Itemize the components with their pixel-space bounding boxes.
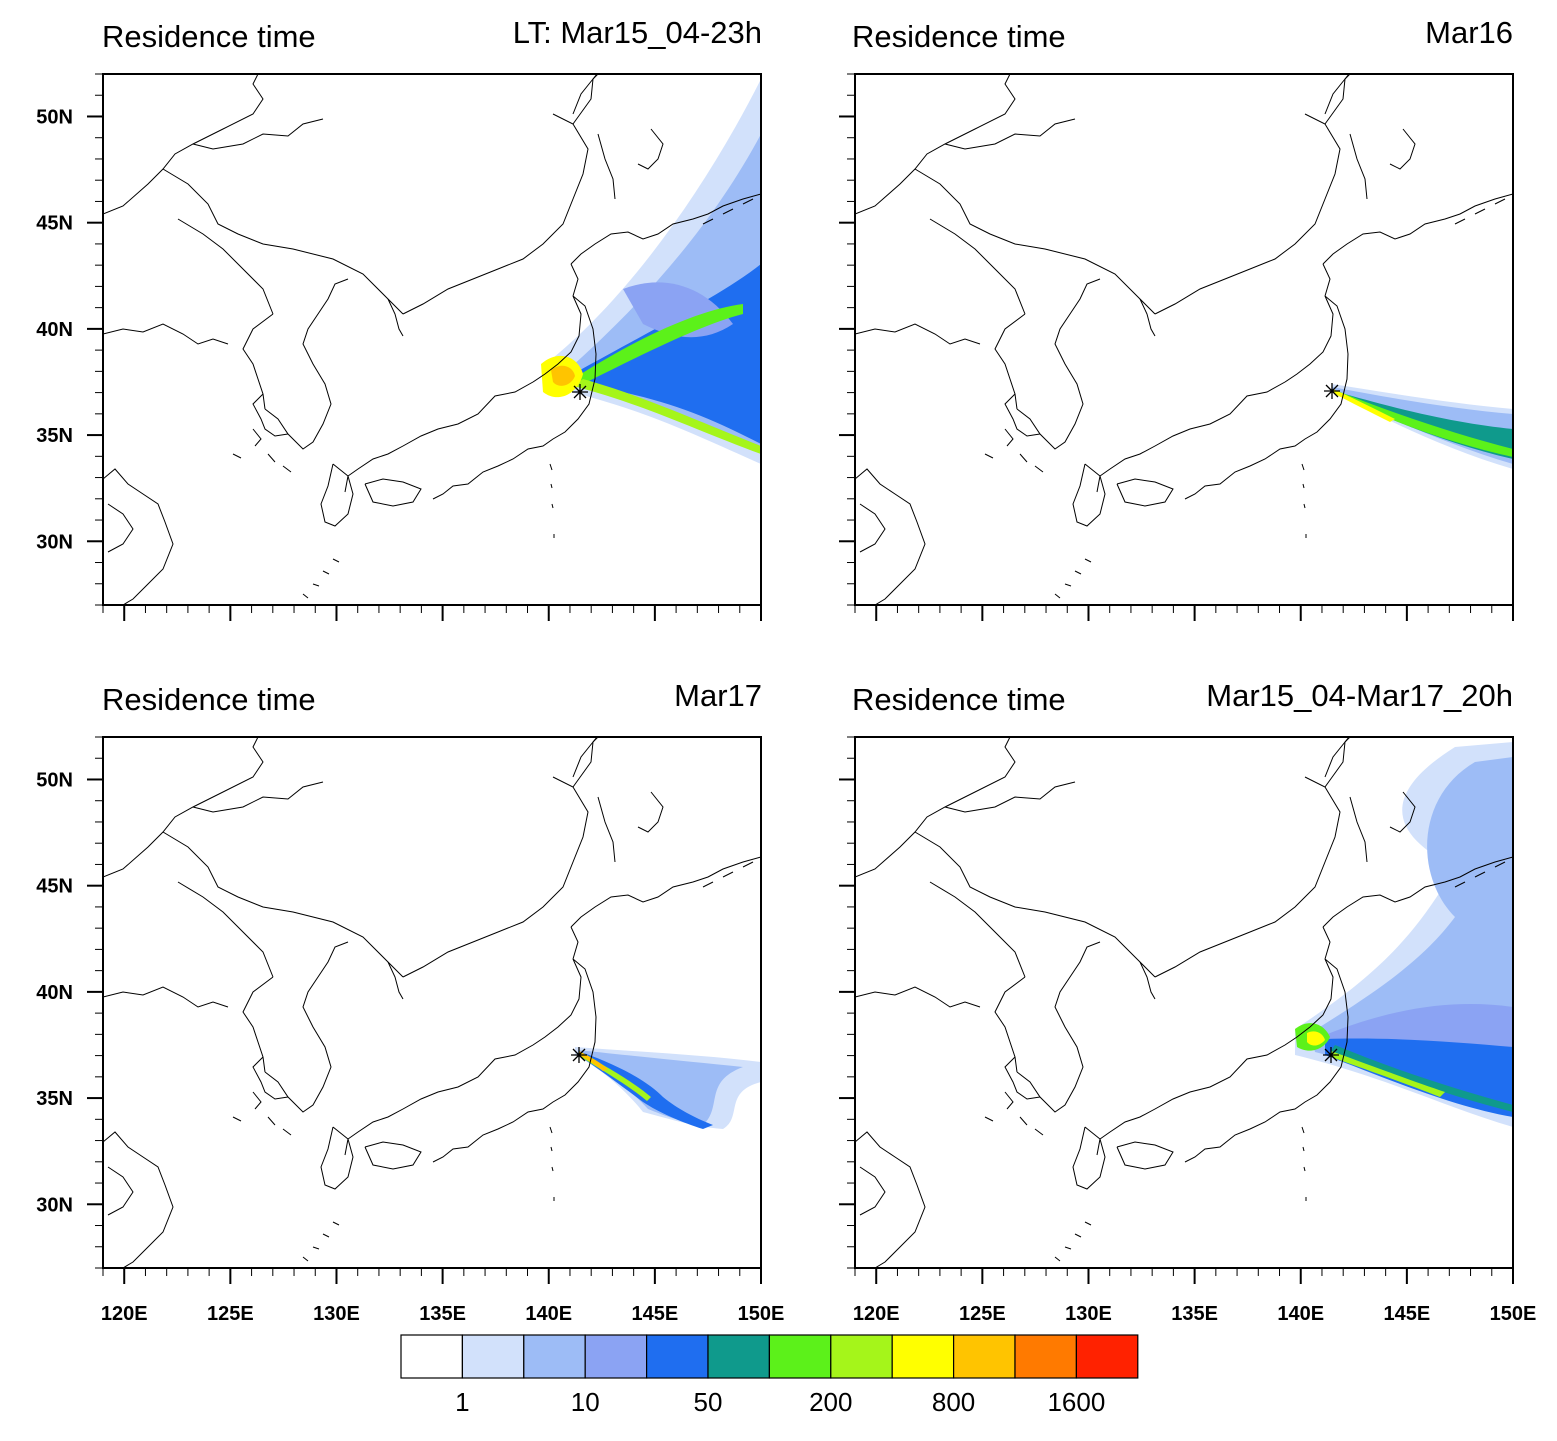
colorbar-swatch [461,1334,525,1379]
panel-c-frame [102,736,762,1269]
panel-d-title-left: Residence time [852,682,1066,717]
panel-a: Residence time LT: Mar15_04-23h [102,15,762,606]
panel-a-title-left: Residence time [102,19,316,54]
panel-a-lat-label: 30N [36,531,73,553]
panel-c-lon-label: 125E [207,1303,254,1325]
panel-c-title-left: Residence time [102,682,316,717]
panel-a-lat-label: 45N [36,213,73,235]
colorbar-swatch [645,1334,709,1379]
panel-d-lon-label: 145E [1384,1303,1431,1325]
colorbar-swatch [768,1334,832,1379]
colorbar-label: 200 [809,1387,852,1417]
panel-c-lon-label: 135E [419,1303,466,1325]
panel-c-lon-label: 140E [525,1303,572,1325]
panel-d-lon-label: 140E [1277,1303,1324,1325]
panel-c-lon-label: 130E [313,1303,360,1325]
panel-c-source-marker [571,1047,587,1063]
colorbar-swatch [830,1334,893,1379]
panel-a-title-right: LT: Mar15_04-23h [513,15,762,50]
panel-b-title-left: Residence time [852,19,1066,54]
colorbar-swatch [707,1334,771,1379]
panel-d-lon-label: 130E [1065,1303,1112,1325]
colorbar-swatch [952,1334,1016,1379]
panel-c-lat-label: 50N [36,769,73,791]
panel-d-frame [854,736,1514,1269]
colorbar-swatch [523,1334,586,1379]
panel-c-title-right: Mar17 [674,678,762,713]
panel-d-source-marker [1323,1047,1339,1063]
panel-d-lon-label: 135E [1171,1303,1218,1325]
panel-b-frame [854,73,1514,606]
panel-d-lon-label: 120E [853,1303,900,1325]
panel-a-lat-label: 40N [36,319,73,341]
panel-a-lat-label: 35N [36,425,73,447]
panel-d-title-right: Mar15_04-Mar17_20h [1206,678,1513,713]
panel-a-lat-label: 50N [36,106,73,128]
colorbar-swatch [584,1334,648,1379]
panel-c-lon-label: 150E [738,1303,785,1325]
colorbar-swatch [1075,1334,1139,1379]
panel-c-lat-label: 40N [36,982,73,1004]
colorbar-label: 10 [571,1387,600,1417]
panel-d: Residence time Mar15_04-Mar17_20h [852,678,1514,1269]
panel-c: Residence time Mar17 [102,678,762,1269]
colorbar-label: 1600 [1047,1387,1105,1417]
panel-c-lat-label: 30N [36,1194,73,1216]
colorbar-swatch [400,1334,464,1379]
axis-ticks: 50N 45N 40N 35N 30N 120E 125E 130E 135E 140E 145E 1… [36,73,1537,1325]
panel-d-lon-label: 125E [959,1303,1006,1325]
colorbar-label: 800 [932,1387,975,1417]
panel-b-plume [1332,384,1513,469]
panel-c-plume [575,1047,761,1129]
panel-c-lon-label: 145E [632,1303,679,1325]
panel-c-lat-label: 45N [36,876,73,898]
panel-b: Residence time Mar16 [852,15,1514,606]
panel-c-lon-label: 120E [101,1303,148,1325]
panel-b-title-right: Mar16 [1425,15,1513,50]
panel-a-plume [541,79,761,464]
panel-a-source-marker [572,384,588,400]
panel-c-lat-label: 35N [36,1088,73,1110]
panel-a-frame [102,73,762,606]
panel-b-source-marker [1324,383,1340,399]
colorbar-swatch [1014,1334,1078,1379]
panel-d-lon-label: 150E [1490,1303,1537,1325]
colorbar-label: 1 [455,1387,469,1417]
colorbar: 1 10 50 200 800 1600 [400,1334,1139,1417]
colorbar-swatch [891,1334,955,1379]
colorbar-label: 50 [694,1387,723,1417]
panel-d-plume [1295,742,1513,1127]
